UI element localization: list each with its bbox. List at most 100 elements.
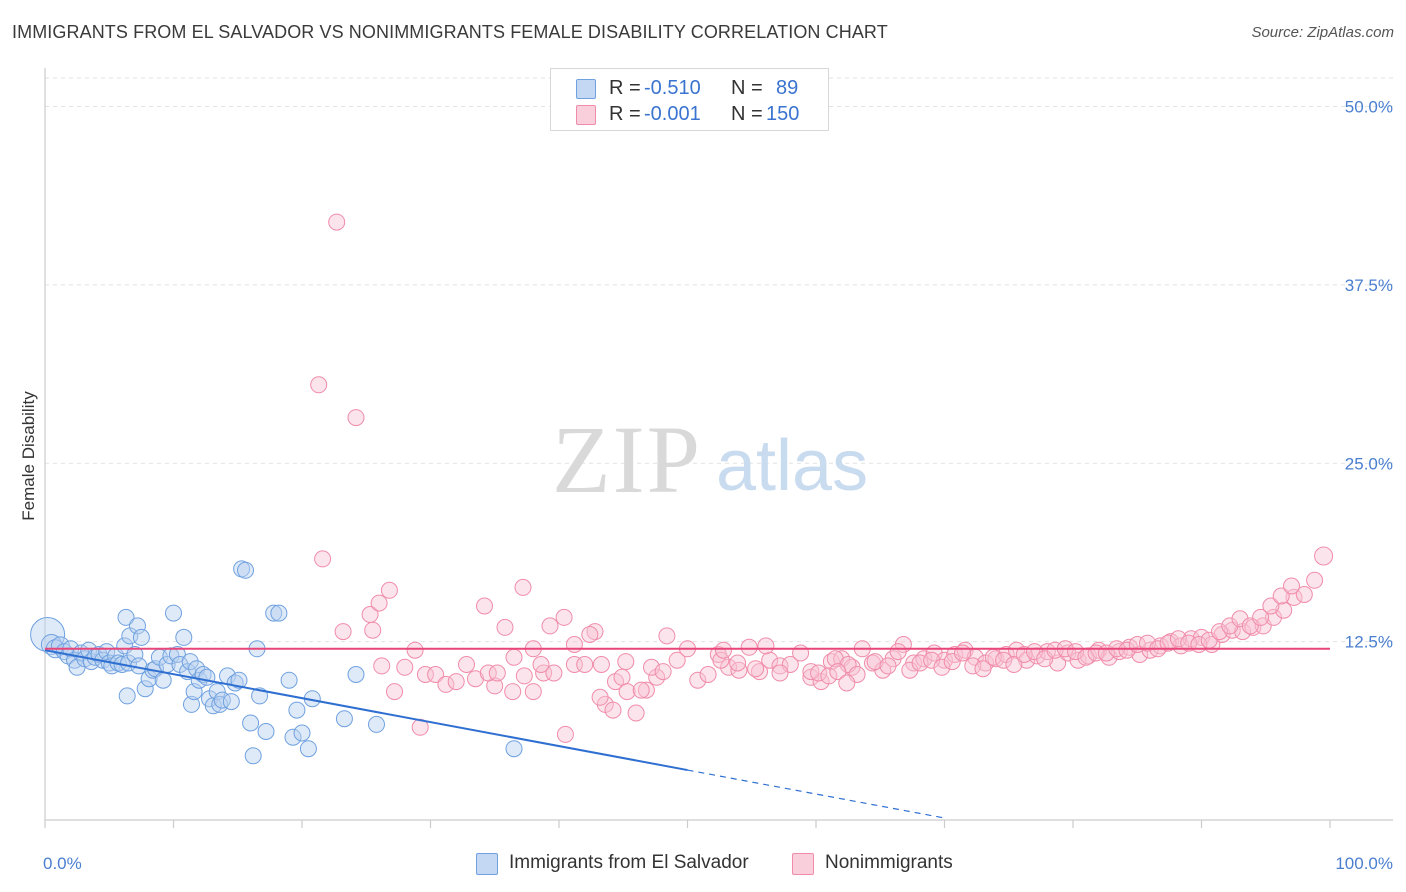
point-nonimmigrants	[810, 664, 828, 682]
legend-n-value: 150	[766, 103, 800, 125]
point-nonimmigrants	[427, 666, 445, 683]
point-nonimmigrants	[514, 578, 532, 596]
point-nonimmigrants	[729, 654, 747, 672]
point-immigrants	[136, 680, 154, 698]
point-immigrants	[284, 728, 302, 746]
point-nonimmigrants	[654, 663, 672, 681]
point-nonimmigrants	[712, 651, 730, 669]
point-immigrants	[265, 604, 283, 622]
point-immigrants	[335, 710, 353, 728]
x-tick-label: 100.0%	[1335, 854, 1393, 873]
point-nonimmigrants	[1211, 623, 1228, 641]
watermark-atlas: atlas	[716, 426, 868, 506]
source-note: Source: ZipAtlas.com	[1251, 24, 1394, 41]
point-nonimmigrants	[467, 670, 484, 688]
point-nonimmigrants	[541, 617, 559, 635]
legend-r-value: -0.510	[644, 77, 701, 99]
point-immigrants	[230, 671, 248, 689]
point-nonimmigrants	[565, 636, 583, 653]
point-nonimmigrants	[386, 683, 403, 701]
point-nonimmigrants	[406, 641, 424, 659]
point-immigrants	[213, 691, 231, 709]
point-nonimmigrants	[699, 666, 717, 683]
y-tick-label: 37.5%	[1345, 276, 1393, 295]
point-nonimmigrants	[1015, 646, 1033, 663]
point-nonimmigrants	[1067, 643, 1085, 661]
legend-n-value: 89	[776, 77, 799, 99]
point-nonimmigrants	[618, 683, 636, 701]
point-nonimmigrants	[416, 666, 434, 683]
point-immigrants	[293, 724, 311, 742]
point-nonimmigrants	[505, 648, 523, 666]
bottom-legend-label-nonimmigrants: Nonimmigrants	[825, 852, 953, 873]
point-nonimmigrants	[479, 664, 497, 682]
point-nonimmigrants	[838, 674, 856, 692]
point-immigrants	[185, 683, 203, 701]
point-nonimmigrants	[581, 626, 599, 643]
point-nonimmigrants	[1049, 654, 1067, 672]
point-nonimmigrants	[437, 675, 455, 693]
point-nonimmigrants	[632, 681, 650, 699]
point-nonimmigrants	[364, 621, 382, 639]
series-immigrants-points	[30, 560, 523, 765]
point-nonimmigrants	[933, 658, 951, 676]
point-nonimmigrants	[1272, 587, 1290, 605]
point-immigrants	[237, 561, 254, 579]
point-immigrants	[175, 628, 193, 646]
point-nonimmigrants	[866, 653, 884, 671]
point-nonimmigrants	[889, 643, 907, 661]
correlation-legend: R = -0.510 N = 89 R = -0.001 N = 150	[550, 68, 829, 131]
point-nonimmigrants	[1306, 571, 1324, 589]
point-nonimmigrants	[314, 550, 332, 568]
point-nonimmigrants	[627, 704, 645, 722]
point-nonimmigrants	[689, 671, 707, 689]
gridlines	[45, 77, 1393, 643]
point-nonimmigrants	[370, 594, 388, 612]
point-nonimmigrants	[771, 664, 789, 682]
point-immigrants	[347, 666, 365, 683]
point-nonimmigrants	[715, 641, 732, 659]
point-immigrants	[299, 740, 317, 758]
point-nonimmigrants	[476, 597, 493, 615]
point-immigrants	[198, 668, 216, 686]
point-immigrants	[270, 604, 288, 622]
legend-r-label: R =	[609, 77, 641, 99]
point-nonimmigrants	[1275, 601, 1293, 619]
point-nonimmigrants	[658, 627, 676, 645]
point-immigrants	[154, 671, 172, 689]
legend-swatch-immigrants	[576, 79, 596, 99]
point-immigrants	[204, 697, 222, 715]
point-immigrants	[222, 693, 240, 711]
point-nonimmigrants	[1169, 630, 1187, 648]
point-nonimmigrants	[1295, 586, 1313, 603]
legend-n-label: N =	[731, 77, 763, 99]
point-nonimmigrants	[565, 656, 583, 673]
point-nonimmigrants	[879, 657, 897, 675]
point-immigrants	[132, 628, 150, 646]
point-immigrants	[288, 701, 306, 719]
point-nonimmigrants	[515, 667, 533, 685]
point-nonimmigrants	[829, 663, 847, 681]
point-immigrants	[181, 653, 199, 671]
point-immigrants	[505, 740, 523, 758]
point-immigrants	[165, 604, 182, 622]
point-nonimmigrants	[648, 668, 666, 686]
point-immigrants	[168, 646, 186, 663]
legend-swatch-nonimmigrants	[576, 105, 596, 125]
point-nonimmigrants	[802, 668, 820, 686]
point-immigrants	[183, 695, 200, 713]
point-nonimmigrants	[923, 651, 941, 669]
trend-lines	[44, 647, 1330, 819]
point-nonimmigrants	[1008, 641, 1025, 659]
x-tick-label: 0.0%	[43, 854, 82, 873]
point-nonimmigrants	[447, 673, 465, 691]
point-immigrants	[280, 671, 298, 689]
point-nonimmigrants	[592, 656, 610, 673]
legend-n-label: N =	[731, 103, 763, 125]
legend-r-value: -0.001	[644, 103, 701, 125]
point-immigrants	[208, 683, 226, 701]
point-nonimmigrants	[532, 656, 550, 673]
point-nonimmigrants	[373, 657, 391, 675]
point-nonimmigrants	[328, 213, 346, 231]
point-nonimmigrants	[792, 644, 810, 662]
